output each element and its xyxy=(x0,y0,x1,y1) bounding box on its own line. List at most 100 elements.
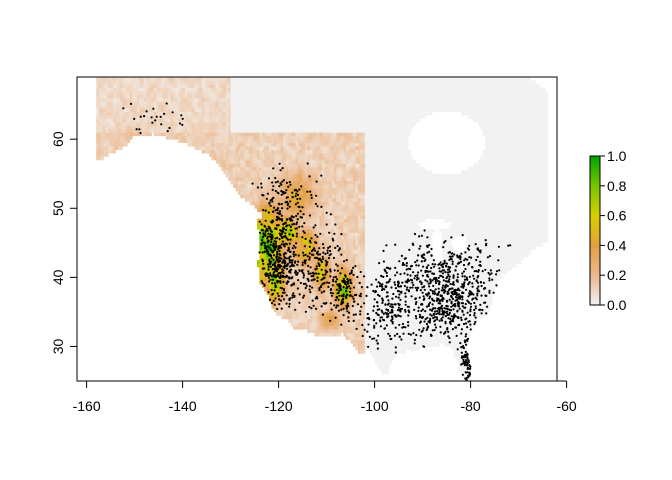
raster-cell xyxy=(338,104,342,109)
raster-cell xyxy=(331,305,335,309)
raster-cell xyxy=(98,142,102,147)
raster-cell xyxy=(182,97,186,102)
raster-cell xyxy=(125,132,128,137)
raster-cell xyxy=(240,111,243,116)
raster-cell xyxy=(309,128,313,133)
raster-cell xyxy=(295,170,299,175)
raster-cell xyxy=(341,315,344,320)
raster-cell xyxy=(201,118,205,123)
raster-cell xyxy=(302,159,306,164)
raster-cell xyxy=(343,287,347,292)
raster-cell xyxy=(345,225,349,230)
raster-cell xyxy=(209,104,212,109)
raster-cell xyxy=(360,101,363,106)
raster-cell xyxy=(329,263,332,268)
raster-cell xyxy=(317,315,320,320)
raster-cell xyxy=(261,273,265,278)
raster-cell xyxy=(264,215,267,220)
raster-cell xyxy=(257,197,260,202)
raster-cell xyxy=(199,125,203,130)
raster-cell xyxy=(182,121,186,126)
raster-cell xyxy=(285,115,289,119)
raster-cell xyxy=(125,87,128,92)
raster-cell xyxy=(237,121,241,126)
raster-cell xyxy=(194,125,198,130)
raster-cell xyxy=(165,80,169,85)
raster-cell xyxy=(177,94,181,99)
raster-cell xyxy=(326,325,330,330)
raster-cell xyxy=(321,270,325,275)
raster-cell xyxy=(357,242,361,247)
raster-cell xyxy=(273,170,277,175)
raster-cell xyxy=(360,235,363,240)
raster-cell xyxy=(365,121,368,126)
raster-cell xyxy=(101,104,104,109)
raster-cell xyxy=(314,132,318,137)
raster-cell xyxy=(369,318,373,323)
raster-cell xyxy=(285,308,289,313)
raster-cell xyxy=(247,87,251,92)
raster-cell xyxy=(288,208,291,213)
raster-cell xyxy=(185,139,188,144)
raster-cell xyxy=(285,204,289,209)
raster-cell xyxy=(144,104,147,109)
raster-cell xyxy=(357,218,361,223)
raster-cell xyxy=(103,115,107,119)
raster-cell xyxy=(343,305,347,309)
raster-cell xyxy=(333,273,337,278)
raster-cell xyxy=(338,118,342,123)
raster-cell xyxy=(317,318,320,323)
raster-cell xyxy=(350,322,354,327)
raster-cell xyxy=(285,146,289,150)
raster-cell xyxy=(134,108,138,112)
raster-cell xyxy=(218,153,222,157)
raster-cell xyxy=(360,215,363,220)
raster-cell xyxy=(302,177,306,182)
raster-cell xyxy=(168,94,171,99)
raster-cell xyxy=(139,90,143,95)
raster-cell xyxy=(206,142,210,147)
raster-cell xyxy=(362,139,366,144)
raster-cell xyxy=(259,180,263,185)
raster-cell xyxy=(314,191,318,195)
raster-cell xyxy=(266,153,270,157)
raster-cell xyxy=(245,139,248,144)
raster-cell xyxy=(261,215,265,220)
raster-cell xyxy=(257,97,260,102)
raster-cell xyxy=(367,118,371,123)
raster-cell xyxy=(367,218,371,223)
raster-cell xyxy=(105,135,109,140)
raster-cell xyxy=(266,125,270,130)
raster-cell xyxy=(350,187,354,192)
raster-cell xyxy=(197,118,200,123)
raster-cell xyxy=(336,173,339,178)
raster-cell xyxy=(300,94,303,99)
raster-cell xyxy=(324,118,327,123)
raster-cell xyxy=(326,229,330,233)
raster-cell xyxy=(264,121,267,126)
raster-cell xyxy=(333,301,337,306)
raster-cell xyxy=(305,142,308,147)
raster-cell xyxy=(362,311,366,316)
raster-cell xyxy=(324,249,327,254)
raster-cell xyxy=(338,132,342,137)
raster-cell xyxy=(122,108,126,112)
raster-cell xyxy=(101,83,104,88)
raster-cell xyxy=(302,153,306,157)
raster-cell xyxy=(319,104,323,109)
raster-cell xyxy=(302,225,306,230)
raster-cell xyxy=(96,125,99,130)
raster-cell xyxy=(98,94,102,99)
raster-cell xyxy=(331,194,335,199)
raster-cell xyxy=(285,239,289,244)
raster-cell xyxy=(271,101,275,106)
raster-cell xyxy=(319,187,323,192)
raster-cell xyxy=(271,239,275,244)
raster-cell xyxy=(341,90,344,95)
raster-cell xyxy=(223,108,227,112)
raster-cell xyxy=(333,139,337,144)
raster-cell xyxy=(105,153,109,157)
raster-cell xyxy=(319,260,323,264)
raster-cell xyxy=(228,139,231,144)
raster-cell xyxy=(151,104,155,109)
